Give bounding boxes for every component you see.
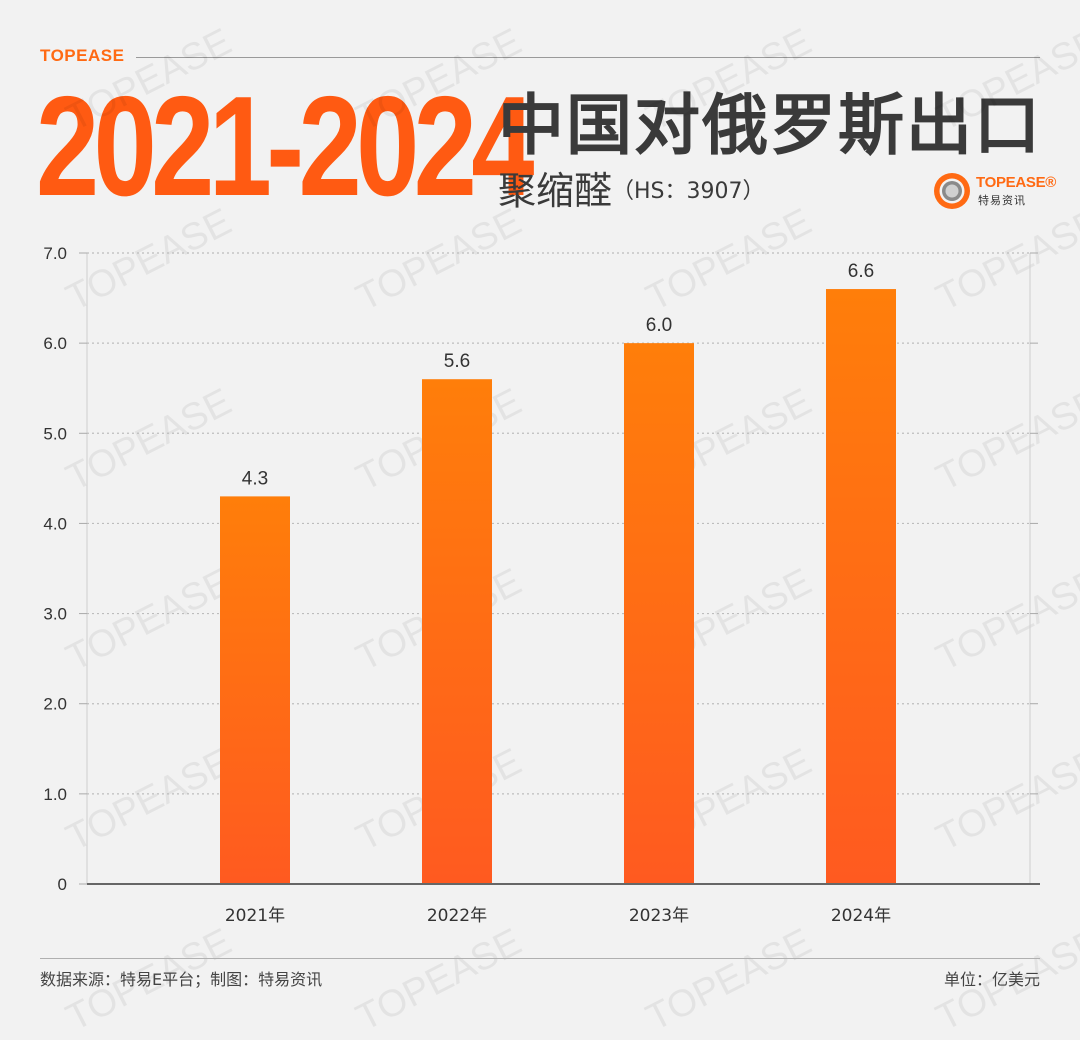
- product-name: 聚缩醛: [498, 169, 613, 213]
- bar-3: [826, 289, 896, 884]
- y-tick-label-0: 0: [58, 875, 67, 894]
- x-category-label-1: 2022年: [427, 906, 487, 926]
- y-tick-label-2: 2.0: [43, 695, 67, 714]
- y-tick-label-6: 6.0: [43, 334, 67, 353]
- top-rule: [136, 57, 1040, 58]
- bar-2: [624, 343, 694, 885]
- brand-tag: TOPEASE: [40, 46, 125, 65]
- years-title: 2021-2024: [36, 67, 534, 226]
- y-tick-label-1: 1.0: [43, 785, 67, 804]
- footer-source: 数据来源：特易E平台；制图：特易资讯: [40, 970, 323, 989]
- bar-value-label-3: 6.6: [848, 261, 874, 282]
- logo-name: TOPEASE®: [976, 174, 1057, 191]
- x-category-label-0: 2021年: [225, 906, 285, 926]
- footer-rule: [40, 958, 1040, 959]
- x-category-label-2: 2023年: [629, 906, 689, 926]
- y-tick-label-3: 3.0: [43, 605, 67, 624]
- bar-value-label-0: 4.3: [242, 468, 268, 489]
- bar-value-label-1: 5.6: [444, 351, 470, 372]
- hs-code: （HS：3907）: [612, 179, 765, 204]
- y-tick-label-7: 7.0: [43, 244, 67, 263]
- topease-ring-icon: [934, 173, 970, 209]
- main-title: 中国对俄罗斯出口: [498, 87, 1042, 164]
- x-category-label-3: 2024年: [831, 906, 891, 926]
- topease-logo: TOPEASE® 特易资讯: [932, 171, 1056, 211]
- y-tick-label-4: 4.0: [43, 514, 67, 533]
- bar-value-label-2: 6.0: [646, 315, 672, 336]
- footer-unit: 单位：亿美元: [943, 970, 1040, 989]
- bar-0: [220, 496, 290, 884]
- sub-title: 聚缩醛（HS：3907）: [498, 166, 765, 217]
- y-tick-label-5: 5.0: [43, 424, 67, 443]
- bar-1: [422, 379, 492, 884]
- logo-subtitle: 特易资讯: [978, 194, 1026, 207]
